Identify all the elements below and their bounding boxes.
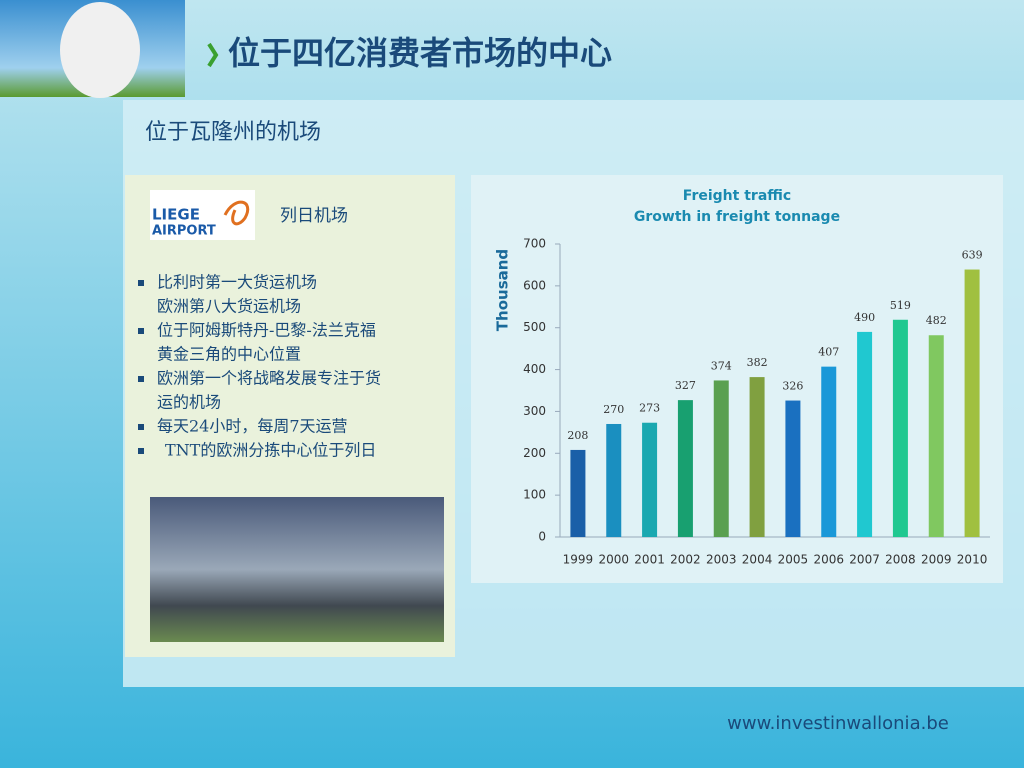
slide-title: 位于四亿消费者市场的中心 xyxy=(228,34,612,72)
y-tick-label: 200 xyxy=(523,446,546,460)
bar xyxy=(749,377,765,537)
bullet-marker xyxy=(138,328,144,334)
section-title: 位于瓦隆州的机场 xyxy=(145,120,321,145)
bullet-text: 每天24小时，每周7天运营 xyxy=(157,417,348,436)
bar xyxy=(713,380,729,537)
logo-box xyxy=(150,190,255,240)
chart: Freight traffic Growth in freight tonnag… xyxy=(494,188,990,567)
bar xyxy=(642,422,658,537)
data-label: 374 xyxy=(711,359,732,372)
bar xyxy=(892,319,908,537)
logo-text: AIRPORT xyxy=(152,224,216,239)
x-tick-label: 2006 xyxy=(813,553,844,567)
x-tick-label: 2010 xyxy=(957,553,988,567)
x-tick-label: 1999 xyxy=(563,553,594,567)
bar xyxy=(677,400,693,537)
x-tick-label: 2004 xyxy=(742,553,773,567)
bar xyxy=(964,269,980,537)
footer: www.investinwallonia.be xyxy=(727,713,949,734)
bar xyxy=(785,400,801,537)
data-label: 326 xyxy=(782,380,803,393)
data-label: 407 xyxy=(818,346,839,359)
bullet-text: TNT的欧洲分拣中心位于列日 xyxy=(165,441,376,460)
bar xyxy=(606,423,622,537)
data-label: 208 xyxy=(567,429,588,442)
x-tick-label: 2001 xyxy=(634,553,665,567)
y-tick-label: 700 xyxy=(523,237,546,251)
photo-person xyxy=(60,2,140,98)
bar xyxy=(857,331,873,537)
airport-name: 列日机场 xyxy=(280,206,348,226)
bullet-text: 欧洲第八大货运机场 xyxy=(157,297,301,316)
bullet-marker xyxy=(138,424,144,430)
bullet-text: 黄金三角的中心位置 xyxy=(157,345,301,364)
y-tick-label: 400 xyxy=(523,362,546,376)
logo-swirl xyxy=(223,200,249,226)
data-label: 270 xyxy=(603,403,624,416)
data-label: 273 xyxy=(639,402,660,415)
bar xyxy=(570,449,586,537)
bullet-marker xyxy=(138,376,144,382)
data-label: 482 xyxy=(926,314,947,327)
data-label: 327 xyxy=(675,379,696,392)
chart-box xyxy=(471,175,1003,583)
bar xyxy=(821,366,837,537)
data-label: 519 xyxy=(890,299,911,312)
x-tick-label: 2005 xyxy=(778,553,809,567)
title-chevron xyxy=(207,42,219,68)
bullet-text: 运的机场 xyxy=(157,393,221,412)
x-tick-label: 2009 xyxy=(921,553,952,567)
data-label: 490 xyxy=(854,311,875,324)
y-tick-label: 500 xyxy=(523,320,546,334)
bullet-marker xyxy=(138,448,144,454)
bullet-text: 位于阿姆斯特丹-巴黎-法兰克福 xyxy=(157,321,376,340)
x-tick-label: 2003 xyxy=(706,553,737,567)
data-label: 382 xyxy=(747,356,768,369)
y-tick-label: 0 xyxy=(538,530,546,544)
y-tick-label: 100 xyxy=(523,488,546,502)
bullet-list: 比利时第一大货运机场欧洲第八大货运机场位于阿姆斯特丹-巴黎-法兰克福黄金三角的中… xyxy=(138,273,381,460)
chart-title: Freight traffic xyxy=(683,188,791,204)
y-tick-label: 300 xyxy=(523,404,546,418)
bullet-text: 比利时第一大货运机场 xyxy=(157,273,317,292)
data-label: 639 xyxy=(962,249,983,262)
logo-text: LIEGE xyxy=(152,206,200,224)
bullet-text: 欧洲第一个将战略发展专注于货 xyxy=(157,369,381,388)
y-axis-label: Thousand xyxy=(494,249,512,331)
x-tick-label: 2007 xyxy=(849,553,880,567)
x-tick-label: 2000 xyxy=(598,553,629,567)
x-tick-label: 2002 xyxy=(670,553,701,567)
y-tick-label: 600 xyxy=(523,278,546,292)
airport-photo xyxy=(150,497,444,642)
x-tick-label: 2008 xyxy=(885,553,916,567)
bullet-marker xyxy=(138,280,144,286)
bar xyxy=(928,335,944,537)
chart-subtitle: Growth in freight tonnage xyxy=(634,209,840,225)
